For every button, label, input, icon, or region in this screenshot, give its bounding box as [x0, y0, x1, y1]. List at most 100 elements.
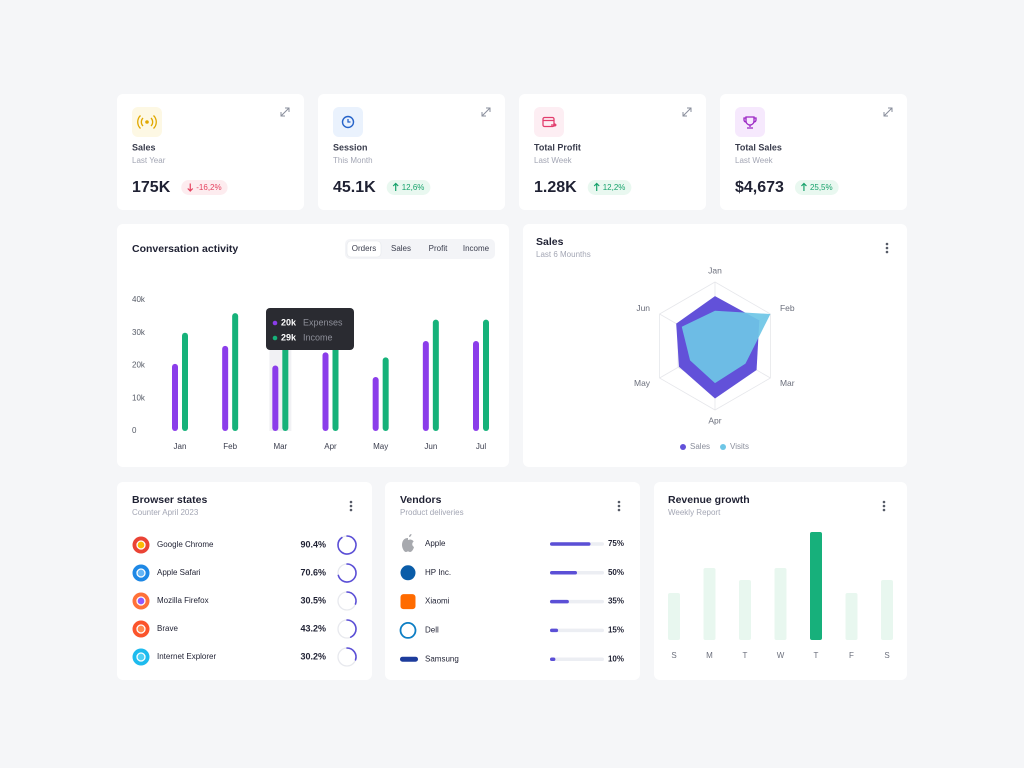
- icon: [137, 115, 157, 129]
- browser-icon-inner: [136, 568, 146, 578]
- change-pill: [587, 180, 632, 195]
- x-tick-label: W: [777, 651, 785, 660]
- vendor-percent: 10%: [608, 654, 624, 663]
- expand-icon[interactable]: [481, 107, 491, 117]
- vendor-percent: 35%: [608, 597, 624, 606]
- legend-label: Sales: [690, 442, 710, 451]
- tab[interactable]: Profit: [429, 244, 448, 253]
- bar: [382, 357, 389, 431]
- browser-name: Mozilla Firefox: [157, 596, 209, 605]
- tab-bar: [345, 239, 495, 259]
- menu-dot[interactable]: [349, 500, 353, 504]
- bar: [422, 340, 429, 431]
- stat-title: Total Profit: [534, 142, 581, 152]
- tab[interactable]: Orders: [352, 244, 376, 253]
- x-tick-label: T: [743, 651, 748, 660]
- expand-icon[interactable]: [280, 107, 290, 117]
- vendor-percent: 75%: [608, 539, 624, 548]
- bar: [881, 580, 893, 640]
- stat-value: 175K: [132, 179, 171, 196]
- ring-progress: [346, 591, 357, 605]
- vendor-logo: [400, 656, 418, 662]
- browser-icon-inner: [136, 652, 146, 662]
- trend-arrow: [593, 182, 600, 191]
- menu-dot[interactable]: [617, 500, 621, 504]
- change-pill: [181, 180, 228, 195]
- menu-dot[interactable]: [882, 500, 886, 504]
- card-title: Vendors: [400, 494, 442, 506]
- card: [720, 94, 907, 210]
- radar-label: May: [634, 378, 651, 388]
- x-tick-label: Mar: [273, 442, 287, 451]
- bar: [222, 345, 229, 431]
- icon-box: [735, 107, 765, 137]
- legend-dot: [680, 444, 686, 450]
- stat-subtitle: This Month: [333, 156, 373, 165]
- expand-icon[interactable]: [883, 107, 893, 117]
- bar: [372, 376, 379, 431]
- vendor-percent: 50%: [608, 568, 624, 577]
- bar: [845, 593, 858, 640]
- expand-icon[interactable]: [682, 107, 692, 117]
- stat-title: Sales: [132, 142, 156, 152]
- menu-dot[interactable]: [882, 508, 886, 512]
- tab[interactable]: Income: [463, 244, 490, 253]
- card-title: Conversation activity: [132, 243, 238, 255]
- progress-track: [550, 628, 604, 633]
- y-tick-label: 20k: [132, 361, 146, 370]
- vendor-logo: [402, 534, 414, 552]
- browser-icon-inner: [136, 540, 146, 550]
- change-text: 25,5%: [810, 183, 833, 192]
- menu-dot[interactable]: [885, 246, 889, 250]
- stat-value: 45.1K: [333, 179, 376, 196]
- progress-bar: [550, 628, 559, 633]
- y-tick-label: 40k: [132, 295, 146, 304]
- browser-name: Google Chrome: [157, 540, 214, 549]
- tab[interactable]: Sales: [391, 244, 411, 253]
- tooltip-dot: [272, 335, 278, 341]
- x-tick-label: Feb: [223, 442, 237, 451]
- bar: [282, 336, 289, 431]
- x-tick-label: S: [884, 651, 889, 660]
- menu-dot[interactable]: [885, 250, 889, 254]
- menu-dot[interactable]: [885, 242, 889, 246]
- icon-box: [534, 107, 564, 137]
- icon: [542, 116, 557, 128]
- card-subtitle: Last 6 Mounths: [536, 250, 591, 259]
- progress-bar: [550, 571, 577, 575]
- x-tick-label: May: [373, 442, 388, 451]
- browser-percent: 30.5%: [300, 595, 326, 605]
- stat-subtitle: Last Year: [132, 156, 166, 165]
- bar: [739, 580, 751, 640]
- card: [117, 94, 304, 210]
- card-subtitle: Counter April 2023: [132, 508, 199, 517]
- menu-dot[interactable]: [882, 504, 886, 508]
- menu-dot[interactable]: [617, 504, 621, 508]
- vendor-logo: [400, 565, 416, 581]
- browser-name: Brave: [157, 624, 178, 633]
- menu-dot[interactable]: [349, 504, 353, 508]
- x-tick-label: T: [814, 651, 819, 660]
- vendor-logo: [400, 594, 416, 610]
- icon-part: [341, 115, 355, 129]
- x-tick-label: Jun: [424, 442, 437, 451]
- tooltip: [266, 308, 354, 350]
- browser-name: Internet Explorer: [157, 652, 216, 661]
- menu-dot[interactable]: [617, 508, 621, 512]
- icon: [341, 115, 355, 129]
- vendor-name: Samsung: [425, 654, 459, 663]
- y-tick-label: 0: [132, 426, 137, 435]
- radar-label: Mar: [780, 378, 795, 388]
- radar-area: [681, 310, 771, 384]
- tooltip-value: 29k: [281, 332, 297, 342]
- x-tick-label: S: [671, 651, 676, 660]
- card: [318, 94, 505, 210]
- browser-icon-inner: [136, 624, 146, 634]
- stat-value: $4,673: [735, 179, 784, 196]
- bar: [774, 568, 787, 640]
- radar-label: Apr: [708, 415, 721, 425]
- menu-dot[interactable]: [349, 508, 353, 512]
- trend-arrow: [801, 182, 807, 191]
- icon-part: [743, 116, 757, 129]
